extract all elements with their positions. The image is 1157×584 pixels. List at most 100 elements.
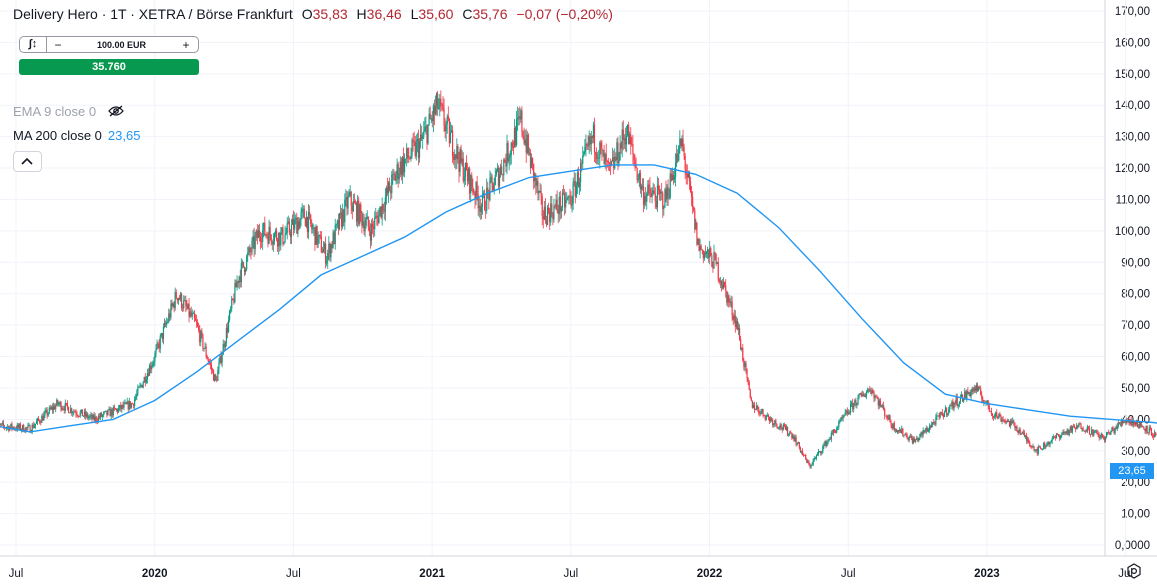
- candle-body: [215, 374, 217, 380]
- candle-body: [664, 189, 666, 208]
- candle-body: [1004, 421, 1006, 423]
- candle-body: [529, 152, 532, 169]
- candle-body: [173, 303, 175, 309]
- quantity-input[interactable]: 100.00 EUR: [96, 39, 147, 50]
- compare-icon[interactable]: ∫↕: [20, 37, 47, 52]
- candle-body: [1061, 434, 1063, 436]
- candle-body: [474, 193, 476, 200]
- candle-body: [610, 160, 613, 166]
- candle-body: [688, 173, 691, 182]
- settings-icon[interactable]: [1126, 563, 1142, 584]
- candle-body: [320, 236, 322, 253]
- candle-body: [421, 134, 423, 139]
- candle-body: [996, 412, 998, 417]
- candle-body: [805, 455, 807, 459]
- candle-body: [1051, 438, 1053, 442]
- candle-body: [1134, 423, 1137, 425]
- candle-body: [1138, 427, 1140, 429]
- candle-body: [778, 428, 780, 429]
- candle-body: [79, 412, 81, 417]
- candle-body: [642, 186, 645, 205]
- candle-body: [524, 139, 526, 144]
- candle-body: [1065, 431, 1067, 434]
- candle-body: [621, 129, 623, 149]
- candle-body: [722, 281, 725, 289]
- candle-body: [70, 408, 72, 413]
- candle-body: [1094, 430, 1096, 432]
- candle-body: [669, 173, 671, 198]
- candle-body: [1098, 434, 1100, 439]
- ma-indicator-legend[interactable]: MA 200 close 0 23,65: [13, 128, 140, 143]
- candle-body: [1106, 432, 1108, 437]
- candle-body: [106, 410, 108, 415]
- candle-body: [3, 425, 6, 428]
- candle-body: [482, 193, 485, 195]
- close-value: 35,76: [472, 6, 508, 22]
- candle-body: [841, 417, 843, 419]
- candle-body: [883, 405, 885, 410]
- candle-body: [620, 143, 622, 149]
- candle-body: [431, 118, 433, 122]
- candle-body: [1084, 430, 1086, 432]
- candle-body: [634, 159, 636, 166]
- candle-body: [815, 455, 818, 459]
- candle-body: [60, 402, 62, 410]
- price-tick-label: 100,00: [1115, 226, 1150, 238]
- candle-body: [413, 141, 415, 143]
- time-tick-label: 2023: [974, 568, 1000, 580]
- candle-body: [971, 388, 973, 393]
- candle-body: [895, 429, 898, 433]
- collapse-legend-button[interactable]: [13, 151, 42, 172]
- candle-body: [827, 439, 829, 442]
- candle-body: [960, 394, 963, 397]
- candle-body: [400, 161, 402, 176]
- candle-body: [49, 407, 51, 410]
- candle-body: [399, 161, 401, 174]
- candle-body: [654, 193, 656, 202]
- candle-body: [897, 430, 900, 432]
- ema-indicator-legend[interactable]: EMA 9 close 0: [13, 104, 124, 120]
- increase-button[interactable]: +: [182, 37, 190, 52]
- candle-body: [250, 251, 252, 253]
- candle-body: [919, 434, 921, 438]
- candle-body: [272, 241, 274, 245]
- candle-body: [992, 416, 995, 418]
- candle-body: [31, 424, 33, 432]
- candle-body: [633, 153, 635, 160]
- candle-body: [976, 384, 979, 391]
- candle-body: [920, 432, 922, 435]
- candle-body: [124, 402, 126, 404]
- candle-body: [835, 431, 837, 433]
- candle-body: [447, 116, 449, 120]
- candle-body: [981, 395, 983, 400]
- candle-body: [243, 266, 246, 273]
- candle-body: [477, 194, 479, 209]
- candle-body: [441, 104, 443, 106]
- candle-body: [241, 261, 244, 264]
- candle-body: [339, 212, 342, 214]
- candle-body: [191, 313, 193, 317]
- buy-price-button[interactable]: 35.760: [19, 59, 199, 75]
- candle-body: [924, 431, 926, 433]
- candle-body: [1011, 420, 1013, 423]
- candle-body: [523, 136, 525, 144]
- candle-body: [779, 424, 781, 429]
- candle-body: [58, 403, 60, 405]
- eye-off-icon[interactable]: [107, 105, 124, 120]
- candle-body: [842, 416, 844, 419]
- decrease-button[interactable]: −: [54, 37, 62, 52]
- candle-body: [203, 348, 205, 350]
- candle-body: [889, 415, 891, 423]
- candle-body: [302, 208, 304, 210]
- candle-body: [246, 256, 248, 270]
- candle-body: [1144, 429, 1146, 432]
- candle-body: [710, 248, 712, 256]
- candle-body: [758, 409, 760, 414]
- candle-body: [349, 192, 351, 195]
- candle-body: [0, 423, 2, 425]
- symbol-title[interactable]: Delivery Hero · 1T · XETRA / Börse Frank…: [13, 6, 293, 22]
- candle-body: [334, 225, 336, 245]
- ma-price-tag: 23,65: [1110, 463, 1154, 479]
- candle-body: [692, 196, 694, 207]
